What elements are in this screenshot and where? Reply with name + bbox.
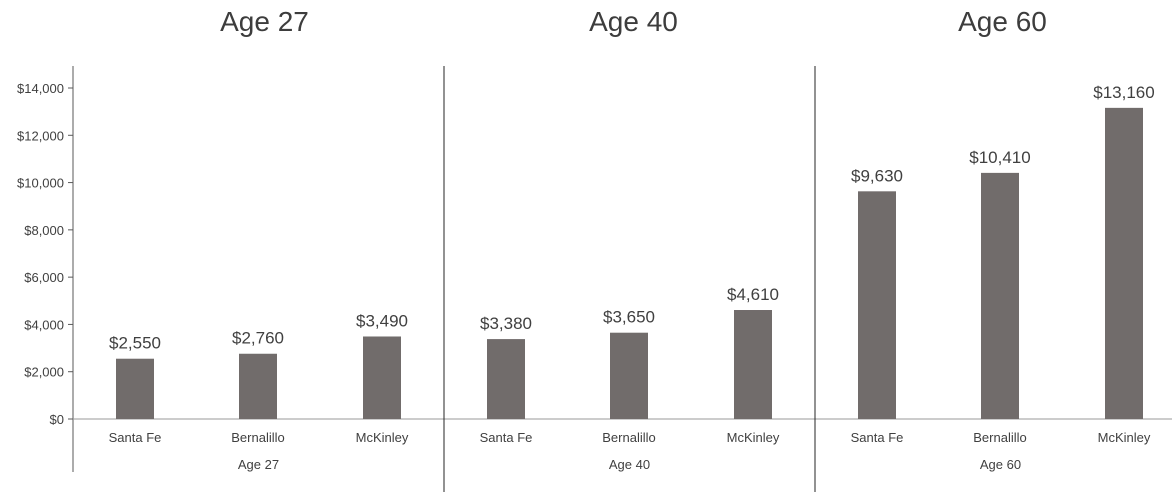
y-tick-label: $8,000 xyxy=(24,223,64,238)
data-label: $9,630 xyxy=(851,166,903,185)
panel-title-age-60: Age 60 xyxy=(958,6,1047,37)
x-tick-label: Santa Fe xyxy=(480,430,533,445)
x-tick-label: McKinley xyxy=(1098,430,1151,445)
x-tick-label: Santa Fe xyxy=(109,430,162,445)
x-tick-label: McKinley xyxy=(356,430,409,445)
data-label: $2,760 xyxy=(232,329,284,348)
panel-title-age-27: Age 27 xyxy=(220,6,309,37)
x-tick-label: Santa Fe xyxy=(851,430,904,445)
y-tick-label: $14,000 xyxy=(17,81,64,96)
bar xyxy=(363,336,401,419)
bar xyxy=(116,358,154,419)
panel-title-age-40: Age 40 xyxy=(589,6,678,37)
y-tick-label: $4,000 xyxy=(24,317,64,332)
x-tick-label: Bernalillo xyxy=(973,430,1026,445)
bar xyxy=(734,310,772,419)
data-label: $4,610 xyxy=(727,285,779,304)
y-tick-label: $2,000 xyxy=(24,365,64,380)
y-tick-label: $10,000 xyxy=(17,176,64,191)
bar xyxy=(858,191,896,419)
data-label: $10,410 xyxy=(969,148,1030,167)
bar xyxy=(1105,107,1143,420)
data-label: $3,650 xyxy=(603,308,655,327)
y-tick-label: $6,000 xyxy=(24,270,64,285)
bar xyxy=(487,339,525,419)
x-tick-label: Bernalillo xyxy=(231,430,284,445)
group-label: Age 40 xyxy=(609,457,650,472)
x-tick-label: Bernalillo xyxy=(602,430,655,445)
y-tick-label: $0 xyxy=(50,412,64,427)
data-label: $3,380 xyxy=(480,314,532,333)
bar xyxy=(239,353,277,419)
x-tick-label: McKinley xyxy=(727,430,780,445)
y-tick-label: $12,000 xyxy=(17,128,64,143)
data-label: $2,550 xyxy=(109,334,161,353)
data-label: $3,490 xyxy=(356,311,408,330)
group-label: Age 27 xyxy=(238,457,279,472)
bar xyxy=(981,172,1019,419)
bar xyxy=(610,332,648,419)
group-label: Age 60 xyxy=(980,457,1021,472)
data-label: $13,160 xyxy=(1093,83,1154,102)
